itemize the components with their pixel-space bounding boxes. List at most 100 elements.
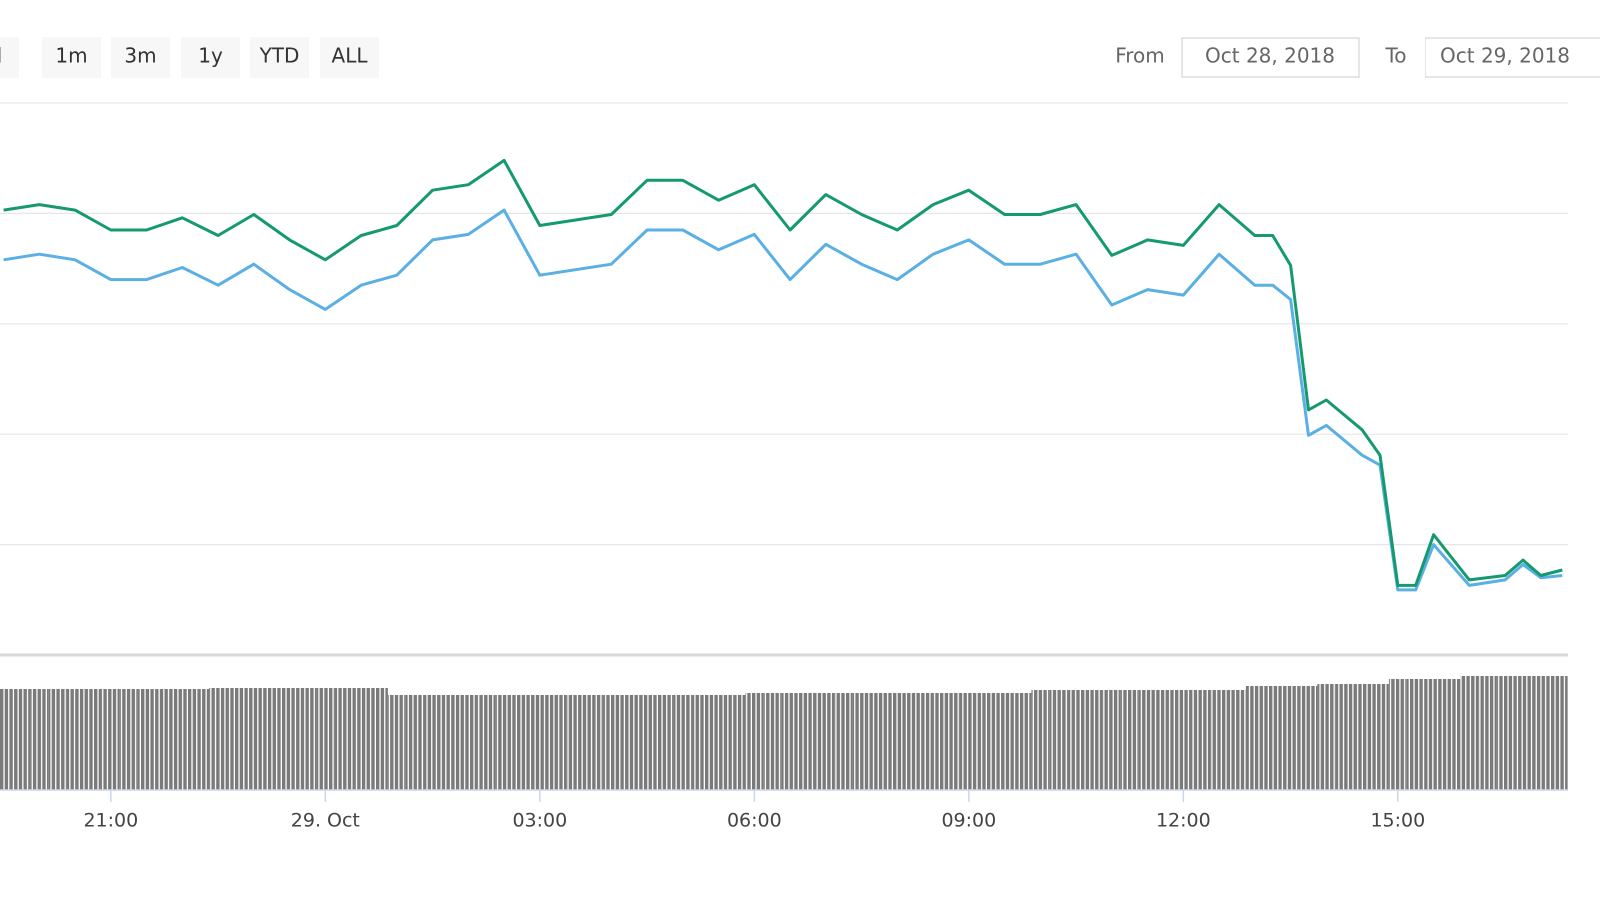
volume-bar — [244, 688, 263, 790]
volume-bar — [1478, 676, 1497, 790]
button-label[interactable]: 1m — [55, 44, 87, 68]
to-label: To — [1384, 44, 1406, 68]
volume-bar — [924, 693, 943, 790]
volume-bar — [387, 695, 406, 790]
volume-bar — [691, 695, 710, 790]
volume-bar — [852, 693, 871, 790]
volume-bar — [942, 693, 960, 790]
volume-bar — [1067, 690, 1086, 790]
from-value: Oct 28, 2018 — [1205, 44, 1335, 68]
volume-bar — [513, 695, 531, 790]
range-button[interactable]: 7d — [0, 37, 19, 78]
range-button[interactable]: YTD — [250, 37, 309, 78]
volume-bar — [799, 693, 817, 790]
volume-bar — [709, 695, 728, 790]
volume-bar — [1245, 686, 1264, 790]
volume-bar — [1371, 684, 1389, 790]
x-tick-label: 06:00 — [727, 810, 782, 832]
volume-bar — [30, 689, 49, 790]
volume-bar — [1174, 690, 1193, 790]
volume-bar — [1460, 676, 1479, 790]
volume-bar — [1549, 676, 1568, 790]
volume-bar — [227, 688, 245, 790]
button-label[interactable]: 3m — [124, 44, 156, 68]
range-buttons: 7d 1m 3m 1y YTD ALL — [0, 37, 379, 78]
plot: 21:00 29. Oct 03:00 06:00 09:00 12:00 15:00 — [0, 102, 1568, 832]
range-button[interactable]: ALL — [320, 37, 379, 78]
x-tick-label: 09:00 — [941, 810, 996, 832]
volume-bar — [173, 689, 192, 790]
volume-bar — [405, 695, 424, 790]
volume-bar — [1049, 690, 1068, 790]
volume-bar — [727, 695, 746, 790]
volume-bar — [495, 695, 514, 790]
x-tick-label: 12:00 — [1156, 810, 1211, 832]
volume-bar — [1102, 690, 1121, 790]
volume-bar — [995, 693, 1014, 790]
volume-bar — [959, 693, 978, 790]
volume-bar — [1192, 690, 1211, 790]
volume-bar — [1263, 686, 1282, 790]
volume-bar — [530, 695, 549, 790]
volume-bar — [1031, 690, 1050, 790]
volume-bar — [66, 689, 85, 790]
volume-bar — [423, 695, 442, 790]
volume-bar — [906, 693, 925, 790]
volume-bar — [656, 695, 674, 790]
button-label[interactable]: 1y — [198, 44, 223, 68]
volume-bar — [1281, 686, 1300, 790]
to-value: Oct 29, 2018 — [1440, 44, 1570, 68]
volume-bar — [48, 689, 67, 790]
button-bg[interactable] — [181, 37, 240, 78]
volume-bar — [352, 688, 371, 790]
range-button[interactable]: 1m — [42, 37, 101, 78]
volume-bar — [977, 693, 996, 790]
volume-bar — [119, 689, 138, 790]
volume-bar — [1228, 690, 1246, 790]
volume-bar — [1442, 679, 1461, 790]
volume-bar — [1210, 690, 1229, 790]
x-tick-label: 03:00 — [512, 810, 567, 832]
volume-bar — [1085, 690, 1103, 790]
volume-bar — [459, 695, 478, 790]
volume-bar — [137, 689, 156, 790]
volume-bar — [12, 689, 31, 790]
button-bg[interactable] — [0, 37, 19, 78]
volume-bar — [781, 693, 800, 790]
button-bg[interactable] — [111, 37, 170, 78]
volume-bar — [1138, 690, 1157, 790]
volume-bar — [101, 689, 120, 790]
volume-bar — [602, 695, 621, 790]
to-input[interactable] — [1425, 37, 1600, 78]
volume-bar — [1013, 693, 1032, 790]
volume-bar — [0, 689, 13, 790]
volume-bar — [566, 695, 585, 790]
volume-bar — [209, 688, 228, 790]
button-bg[interactable] — [320, 37, 379, 78]
volume-bar — [1514, 676, 1532, 790]
price-line — [3, 208, 1563, 592]
button-bg[interactable] — [250, 37, 309, 78]
volume-bar — [280, 688, 299, 790]
x-tick-label: 29. Oct — [291, 810, 360, 832]
volume-bar — [1156, 690, 1175, 790]
volume-bar — [584, 695, 603, 790]
range-button[interactable]: 3m — [111, 37, 170, 78]
button-label[interactable]: 7d — [0, 44, 2, 68]
button-label[interactable]: ALL — [332, 44, 369, 68]
price-line — [3, 158, 1563, 587]
button-label[interactable]: YTD — [259, 44, 300, 68]
volume-bar — [888, 693, 907, 790]
volume-bar — [370, 688, 388, 790]
volume-bar — [1424, 679, 1443, 790]
volume-bar — [548, 695, 567, 790]
button-bg[interactable] — [42, 37, 101, 78]
volume-bar — [1120, 690, 1139, 790]
volume-bar — [191, 689, 210, 790]
volume-bar — [1317, 684, 1336, 790]
range-button[interactable]: 1y — [181, 37, 240, 78]
from-input[interactable] — [1181, 37, 1360, 78]
volume-bar — [1388, 679, 1407, 790]
volume-bar — [870, 693, 889, 790]
volume-bar — [1353, 684, 1372, 790]
